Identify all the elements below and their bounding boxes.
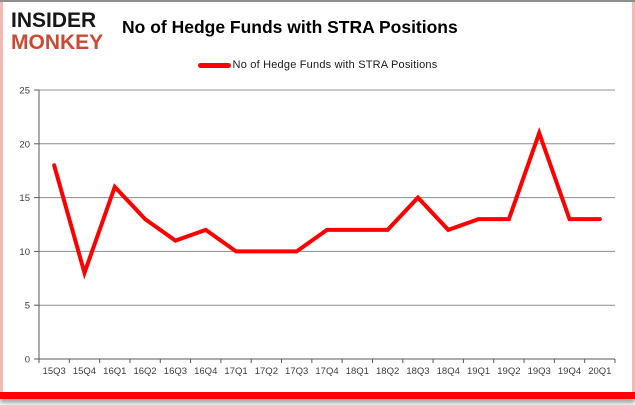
logo-text-insider: INSIDER	[11, 9, 97, 32]
x-tick-label: 17Q3	[285, 366, 308, 377]
x-tick-label: 17Q4	[315, 366, 338, 377]
frame-left-border	[0, 2, 3, 395]
frame-bottom-red-bar	[0, 392, 635, 399]
y-tick-label: 15	[19, 193, 30, 204]
legend-line-swatch	[197, 62, 231, 68]
x-tick-label: 16Q2	[133, 366, 156, 377]
y-tick-label: 10	[19, 247, 30, 258]
chart-legend: No of Hedge Funds with STRA Positions	[0, 59, 635, 71]
chart-title: No of Hedge Funds with STRA Positions	[122, 17, 458, 37]
x-tick-label: 15Q4	[73, 366, 96, 377]
x-tick-label: 18Q4	[437, 366, 460, 377]
x-tick-label: 18Q1	[346, 366, 369, 377]
y-tick-label: 5	[25, 301, 30, 312]
x-tick-label: 17Q1	[224, 366, 247, 377]
y-tick-label: 25	[19, 86, 30, 97]
frame-right-border	[632, 2, 635, 395]
x-tick-label: 19Q2	[497, 366, 520, 377]
x-tick-label: 18Q2	[376, 366, 399, 377]
x-tick-label: 19Q1	[467, 366, 490, 377]
data-series-line	[52, 127, 602, 280]
x-tick-label: 16Q3	[164, 366, 187, 377]
x-tick-label: 18Q3	[406, 366, 429, 377]
x-tick-label: 19Q3	[528, 366, 551, 377]
x-tick-label: 15Q3	[43, 366, 66, 377]
logo-text-monkey: MONKEY	[11, 31, 104, 54]
insider-monkey-logo: INSIDER MONKEY	[11, 10, 103, 53]
x-tick-label: 16Q1	[103, 366, 126, 377]
x-tick-label: 19Q4	[558, 366, 581, 377]
x-tick-label: 20Q1	[588, 366, 611, 377]
line-chart-plot: 0 5 10 15 20 25 15Q3 15Q4 16Q1 16Q2 16Q3 16Q4 17Q1 17…	[19, 86, 616, 377]
y-tick-label: 0	[25, 355, 30, 366]
y-tick-label: 20	[19, 139, 30, 150]
x-tick-label: 17Q2	[255, 366, 278, 377]
legend-label: No of Hedge Funds with STRA Positions	[232, 59, 438, 71]
x-tick-label: 16Q4	[194, 366, 217, 377]
